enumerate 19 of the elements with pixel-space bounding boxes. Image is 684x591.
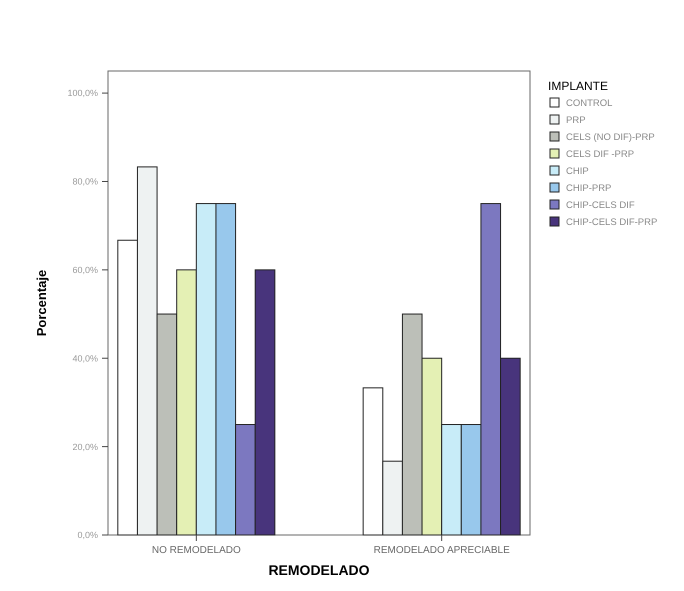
x-tick-label: NO REMODELADO [152, 545, 241, 556]
y-tick-label: 20,0% [72, 442, 98, 452]
y-tick-label: 80,0% [72, 176, 98, 187]
legend-label: CHIP-CELS DIF-PRP [566, 217, 658, 228]
y-tick-label: 60,0% [72, 265, 98, 276]
legend-label: CELS (NO DIF)-PRP [566, 132, 655, 143]
y-tick-label: 100,0% [67, 88, 98, 98]
legend-label: CELS DIF -PRP [566, 149, 634, 160]
legend-label: PRP [566, 115, 586, 126]
y-axis-title: Porcentaje [34, 270, 49, 336]
x-axis-title: REMODELADO [268, 562, 370, 578]
legend-label: CHIP-CELS DIF [566, 200, 635, 211]
legend-title: IMPLANTE [548, 79, 608, 93]
legend-label: CONTROL [566, 98, 612, 109]
y-tick-label: 0,0% [77, 530, 98, 540]
legend-label: CHIP-PRP [566, 183, 612, 194]
legend-label: CHIP [566, 166, 589, 177]
x-tick-label: REMODELADO APRECIABLE [374, 545, 510, 556]
y-tick-label: 40,0% [72, 353, 98, 364]
